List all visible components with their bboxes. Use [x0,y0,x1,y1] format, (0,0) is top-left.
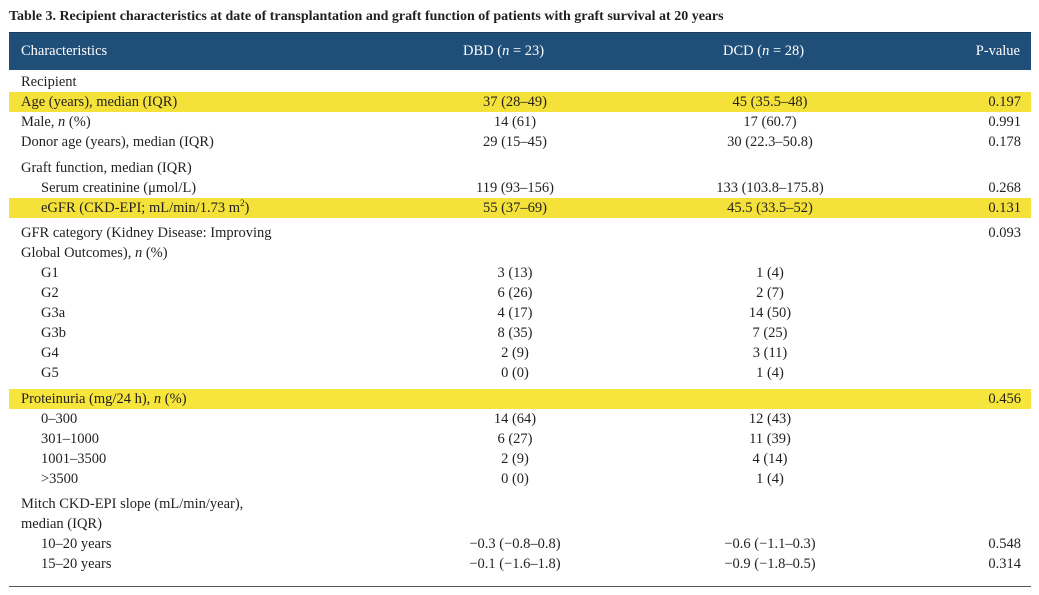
row-label: eGFR (CKD-EPI; mL/min/1.73 m2) [41,198,250,217]
dcd-value: 4 (14) [752,451,788,467]
table-header: Characteristics DBD (n = 23) DCD (n = 28… [9,33,1031,70]
header-pvalue: P-value [975,43,1020,59]
table-row: G3a 4 (17) 14 (50) [9,303,1031,323]
dbd-value: 14 (61) [493,114,537,130]
table-row: Age (years), median (IQR) 37 (28–49) 45 … [9,92,1031,112]
dbd-value: 55 (37–69) [482,200,548,216]
data-table: Characteristics DBD (n = 23) DCD (n = 28… [9,33,1031,572]
row-label: GFR category (Kidney Disease: Improving [21,225,272,241]
table-row: 0–300 14 (64) 12 (43) [9,409,1031,429]
row-label: G4 [41,345,59,361]
dbd-value: 29 (15–45) [482,134,548,150]
p-value: 0.178 [988,134,1021,150]
dbd-value: 119 (93–156) [476,180,554,196]
p-value: 0.197 [988,94,1021,110]
header-dcd: DCD (n = 28) [723,43,805,59]
p-value: 0.991 [988,114,1021,130]
dcd-value: 17 (60.7) [743,114,797,130]
dcd-value: 11 (39) [749,431,791,447]
p-value: 0.131 [988,200,1021,216]
dbd-value: 4 (17) [497,305,533,321]
table-bottom-rule [9,586,1031,587]
table-row: 15–20 years −0.1 (−1.6–1.8) −0.9 (−1.8–0… [9,554,1031,574]
row-label: Graft function, median (IQR) [21,160,192,176]
dbd-value: −0.3 (−0.8–0.8) [469,536,561,552]
table-row: 1001–3500 2 (9) 4 (14) [9,449,1031,469]
table-row: Male, n (%) 14 (61) 17 (60.7) 0.991 [9,112,1031,132]
dbd-value: 0 (0) [501,471,529,487]
table-row: G1 3 (13) 1 (4) [9,263,1031,283]
dcd-value: 133 (103.8–175.8) [716,180,824,196]
table-row: 10–20 years −0.3 (−0.8–0.8) −0.6 (−1.1–0… [9,534,1031,554]
table-row: G3b 8 (35) 7 (25) [9,323,1031,343]
row-label: Serum creatinine (μmol/L) [41,180,197,196]
dcd-value: −0.9 (−1.8–0.5) [724,556,816,572]
table-row: Proteinuria (mg/24 h), n (%) 0.456 [9,389,1031,409]
row-label: Donor age (years), median (IQR) [21,134,214,150]
dbd-value: 2 (9) [501,345,529,361]
dbd-value: 3 (13) [497,265,533,281]
p-value: 0.268 [988,180,1021,196]
dbd-value: 37 (28–49) [482,94,548,110]
dbd-value: 14 (64) [493,411,537,427]
dcd-value: 1 (4) [756,471,784,487]
dbd-value: −0.1 (−1.6–1.8) [469,556,561,572]
row-label: G2 [41,285,59,301]
p-value: 0.548 [988,536,1021,552]
table-caption: Table 3. Recipient characteristics at da… [9,9,724,24]
dcd-value: 45 (35.5–48) [732,94,808,110]
row-label: 10–20 years [41,536,112,552]
p-value: 0.314 [988,556,1021,572]
table-row: Global Outcomes), n (%) [9,243,1031,263]
row-label: G1 [41,265,59,281]
dcd-value: −0.6 (−1.1–0.3) [724,536,816,552]
row-label: 0–300 [41,411,78,427]
row-label: Global Outcomes), n (%) [21,245,168,261]
row-label: 15–20 years [41,556,112,572]
table-row: G5 0 (0) 1 (4) [9,363,1031,383]
table-row: Donor age (years), median (IQR) 29 (15–4… [9,132,1031,152]
row-label: G3b [41,325,66,341]
row-label: G5 [41,365,59,381]
table-row: Recipient [9,72,1031,92]
dcd-value: 14 (50) [748,305,792,321]
header-dbd: DBD (n = 23) [463,43,545,59]
p-value: 0.093 [988,225,1021,241]
row-label: Recipient [21,74,77,90]
dbd-value: 6 (26) [497,285,533,301]
table-row: Serum creatinine (μmol/L) 119 (93–156) 1… [9,178,1031,198]
dbd-value: 8 (35) [497,325,533,341]
p-value: 0.456 [988,391,1021,407]
dcd-value: 45.5 (33.5–52) [727,200,813,216]
dcd-value: 7 (25) [752,325,788,341]
table-row: G2 6 (26) 2 (7) [9,283,1031,303]
dcd-value: 2 (7) [756,285,784,301]
table-row: >3500 0 (0) 1 (4) [9,469,1031,489]
row-label: G3a [41,305,66,321]
row-label: 1001–3500 [41,451,107,467]
row-label: >3500 [41,471,79,487]
table-row: median (IQR) [9,514,1031,534]
dbd-value: 2 (9) [501,451,529,467]
table-row: Graft function, median (IQR) [9,158,1031,178]
table-row: GFR category (Kidney Disease: Improving … [9,223,1031,243]
dcd-value: 1 (4) [756,365,784,381]
dbd-value: 6 (27) [497,431,533,447]
table-row: G4 2 (9) 3 (11) [9,343,1031,363]
dbd-value: 0 (0) [501,365,529,381]
row-label: Age (years), median (IQR) [21,94,178,110]
row-label: Mitch CKD-EPI slope (mL/min/year), [21,496,244,512]
row-label: Proteinuria (mg/24 h), n (%) [21,391,187,407]
header-characteristics: Characteristics [21,43,108,59]
table-row: Mitch CKD-EPI slope (mL/min/year), [9,494,1031,514]
dcd-value: 3 (11) [752,345,788,361]
table-row: eGFR (CKD-EPI; mL/min/1.73 m2) 55 (37–69… [9,198,1031,218]
row-label: 301–1000 [41,431,99,447]
dcd-value: 30 (22.3–50.8) [727,134,813,150]
table-row: 301–1000 6 (27) 11 (39) [9,429,1031,449]
row-label: median (IQR) [21,516,102,532]
dcd-value: 12 (43) [748,411,792,427]
row-label: Male, n (%) [21,114,91,130]
dcd-value: 1 (4) [756,265,784,281]
